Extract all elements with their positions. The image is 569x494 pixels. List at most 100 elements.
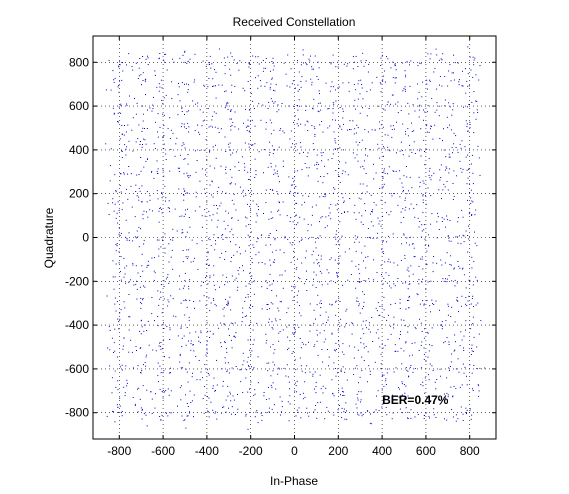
constellation-point: [375, 204, 377, 206]
constellation-point: [472, 76, 474, 78]
constellation-point: [269, 308, 271, 310]
constellation-point: [327, 316, 329, 318]
constellation-point: [454, 349, 456, 351]
x-tick-label: 0: [291, 444, 298, 458]
constellation-point: [119, 80, 120, 82]
constellation-point: [366, 327, 367, 329]
constellation-point: [360, 221, 362, 223]
constellation-point: [184, 50, 186, 52]
constellation-point: [433, 408, 435, 410]
constellation-point: [383, 277, 385, 279]
constellation-point: [141, 185, 143, 187]
constellation-point: [360, 412, 362, 414]
constellation-point: [379, 128, 381, 130]
constellation-point: [359, 93, 361, 95]
constellation-point: [461, 140, 463, 142]
constellation-point: [270, 302, 272, 304]
constellation-point: [209, 215, 211, 217]
constellation-point: [351, 260, 353, 262]
constellation-point: [425, 412, 427, 414]
constellation-point: [190, 343, 192, 345]
constellation-point: [123, 386, 125, 388]
constellation-point: [360, 399, 362, 401]
constellation-point: [467, 73, 469, 75]
constellation-point: [221, 252, 223, 254]
constellation-point: [462, 267, 464, 269]
constellation-point: [408, 113, 410, 115]
constellation-point: [237, 393, 238, 395]
constellation-point: [229, 231, 231, 233]
constellation-point: [300, 239, 302, 241]
constellation-point: [278, 368, 280, 370]
constellation-point: [244, 316, 246, 317]
constellation-point: [252, 100, 254, 102]
constellation-point: [450, 264, 452, 266]
constellation-point: [400, 319, 402, 321]
constellation-point: [412, 104, 414, 106]
constellation-point: [183, 300, 185, 302]
constellation-point: [218, 132, 220, 133]
constellation-point: [212, 196, 214, 198]
constellation-point: [128, 316, 130, 318]
constellation-point: [162, 113, 164, 115]
constellation-point: [227, 102, 229, 104]
constellation-point: [454, 79, 455, 81]
constellation-point: [236, 63, 238, 64]
constellation-point: [214, 167, 216, 169]
constellation-point: [224, 107, 226, 109]
constellation-point: [189, 175, 191, 177]
constellation-point: [225, 348, 227, 350]
constellation-point: [204, 215, 206, 217]
constellation-point: [477, 112, 479, 113]
constellation-point: [199, 379, 201, 381]
constellation-point: [230, 109, 232, 111]
constellation-point: [313, 278, 314, 280]
constellation-point: [221, 412, 222, 414]
constellation-point: [234, 166, 236, 168]
constellation-point: [327, 173, 329, 175]
constellation-point: [121, 415, 123, 417]
constellation-point: [393, 316, 395, 318]
constellation-point: [387, 149, 389, 151]
constellation-point: [347, 129, 349, 131]
constellation-point: [469, 408, 471, 410]
constellation-point: [382, 347, 384, 349]
constellation-point: [465, 297, 467, 298]
constellation-point: [209, 330, 211, 332]
constellation-point: [278, 109, 280, 111]
constellation-point: [230, 309, 232, 311]
constellation-point: [324, 165, 325, 167]
constellation-point: [245, 194, 247, 196]
constellation-point: [199, 206, 201, 208]
constellation-point: [467, 131, 469, 132]
constellation-point: [460, 406, 462, 408]
constellation-point: [404, 257, 406, 259]
constellation-point: [385, 272, 387, 274]
constellation-point: [414, 216, 416, 218]
constellation-point: [396, 152, 397, 154]
constellation-point: [269, 189, 271, 190]
constellation-point: [278, 340, 280, 342]
constellation-point: [160, 342, 162, 343]
constellation-point: [296, 380, 298, 382]
constellation-point: [315, 405, 317, 406]
constellation-point: [389, 285, 390, 287]
constellation-point: [222, 234, 224, 235]
constellation-point: [312, 375, 314, 377]
constellation-point: [253, 339, 255, 341]
constellation-point: [458, 235, 460, 237]
constellation-point: [269, 259, 271, 261]
constellation-point: [189, 299, 191, 301]
constellation-point: [196, 243, 198, 245]
constellation-point: [352, 120, 354, 122]
constellation-point: [435, 300, 437, 302]
constellation-point: [295, 150, 297, 152]
constellation-point: [225, 90, 227, 92]
constellation-point: [434, 67, 436, 69]
constellation-point: [359, 312, 361, 314]
constellation-point: [418, 350, 420, 351]
constellation-point: [111, 392, 113, 394]
constellation-point: [249, 272, 251, 274]
constellation-point: [113, 113, 115, 115]
constellation-point: [294, 390, 296, 392]
